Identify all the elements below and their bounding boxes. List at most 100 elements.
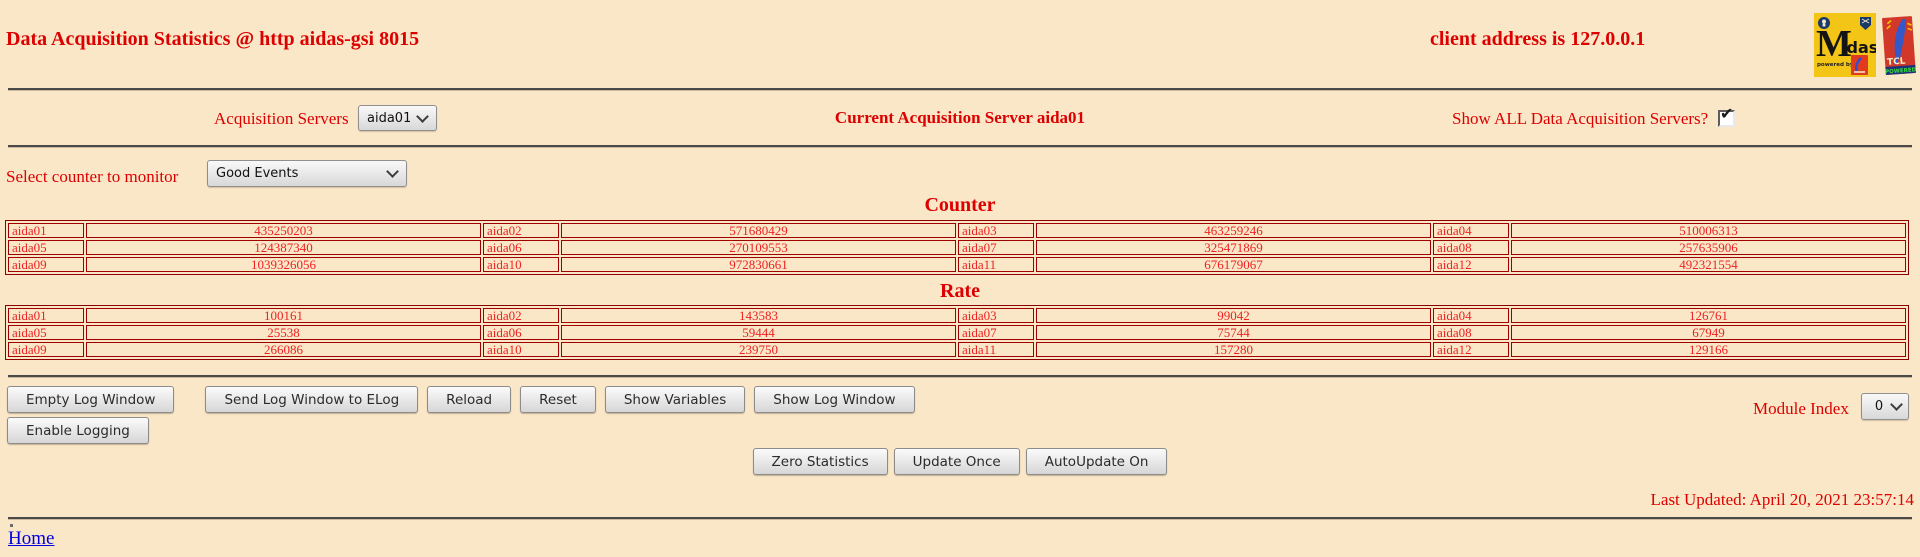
- feather-icon: [1894, 18, 1907, 60]
- table-row: aida09 266086 aida10 239750 aida11 157280 aida…: [8, 342, 1906, 357]
- value-cell: 1039326056: [86, 257, 481, 272]
- value-cell: 25538: [86, 325, 481, 340]
- server-name-cell: aida04: [1433, 308, 1509, 323]
- value-cell: 257635906: [1511, 240, 1906, 255]
- server-name-cell: aida08: [1433, 325, 1509, 340]
- value-cell: 75744: [1036, 325, 1431, 340]
- table-row: aida05 124387340 aida06 270109553 aida07 3254…: [8, 240, 1906, 255]
- divider-counter-select: [8, 145, 1912, 148]
- acquisition-server-select[interactable]: aida01: [358, 105, 437, 131]
- server-name-cell: aida06: [483, 325, 559, 340]
- tcl-powered-logo[interactable]: TCL POWERED: [1882, 14, 1917, 85]
- server-name-cell: aida05: [8, 240, 84, 255]
- log-buttons-row-1: Empty Log Window Send Log Window to ELog R…: [7, 386, 924, 413]
- tcl-logo-image: TCL POWERED: [1882, 16, 1917, 76]
- reset-button[interactable]: Reset: [520, 386, 596, 413]
- current-server-text: Current Acquisition Server aida01: [834, 108, 1086, 127]
- server-name-cell: aida02: [483, 308, 559, 323]
- table-row: aida05 25538 aida06 59444 aida07 75744 aida08 6…: [8, 325, 1906, 340]
- log-buttons-row-2: Enable Logging: [7, 417, 158, 444]
- rate-heading: Rate: [940, 280, 980, 302]
- server-name-cell: aida05: [8, 325, 84, 340]
- value-cell: 157280: [1036, 342, 1431, 357]
- server-name-cell: aida01: [8, 223, 84, 238]
- server-name-cell: aida12: [1433, 257, 1509, 272]
- server-name-cell: aida07: [958, 240, 1034, 255]
- server-name-cell: aida03: [958, 223, 1034, 238]
- home-link[interactable]: Home: [8, 528, 55, 549]
- value-cell: 492321554: [1511, 257, 1906, 272]
- svg-text:M: M: [1816, 23, 1852, 65]
- midas-logo-image: M idas powered by: [1814, 13, 1878, 77]
- counter-table: aida01 435250203 aida02 571680429 aida03 4632…: [5, 220, 1909, 275]
- empty-log-window-button[interactable]: Empty Log Window: [7, 386, 175, 413]
- chevron-down-icon: [386, 165, 399, 178]
- table-row: aida01 100161 aida02 143583 aida03 99042 aida0…: [8, 308, 1906, 323]
- counter-monitor-select[interactable]: Good Events: [207, 160, 407, 187]
- module-index-selected-value: 0: [1874, 399, 1884, 414]
- counter-heading: Counter: [924, 194, 996, 216]
- shield-badge-icon: [1860, 17, 1871, 30]
- value-cell: 571680429: [561, 223, 956, 238]
- show-log-window-button[interactable]: Show Log Window: [754, 386, 915, 413]
- chevron-down-icon: [1890, 398, 1903, 411]
- page-title: Data Acquisition Statistics @ http aidas…: [6, 28, 420, 50]
- send-log-window-to-elog-button[interactable]: Send Log Window to ELog: [205, 386, 419, 413]
- svg-text:TCL: TCL: [1887, 57, 1906, 68]
- value-cell: 100161: [86, 308, 481, 323]
- acquisition-server-selected-value: aida01: [367, 110, 410, 126]
- zero-statistics-button[interactable]: Zero Statistics: [752, 448, 888, 475]
- mini-tcl-icon: [1851, 55, 1868, 75]
- divider-buttons: [8, 375, 1912, 378]
- autoupdate-on-button[interactable]: AutoUpdate On: [1025, 448, 1168, 475]
- module-index-label: Module Index: [1753, 399, 1849, 418]
- value-cell: 972830661: [561, 257, 956, 272]
- module-index-select[interactable]: 0: [1861, 393, 1909, 420]
- value-cell: 59444: [561, 325, 956, 340]
- server-name-cell: aida04: [1433, 223, 1509, 238]
- rate-table: aida01 100161 aida02 143583 aida03 99042 aida0…: [5, 305, 1909, 360]
- value-cell: 676179067: [1036, 257, 1431, 272]
- server-name-cell: aida02: [483, 223, 559, 238]
- svg-text:idas: idas: [1841, 38, 1876, 57]
- server-name-cell: aida09: [8, 257, 84, 272]
- server-name-cell: aida01: [8, 308, 84, 323]
- reload-button[interactable]: Reload: [427, 386, 512, 413]
- server-name-cell: aida06: [483, 240, 559, 255]
- client-address-text: client address is 127.0.0.1: [1430, 28, 1646, 50]
- value-cell: 126761: [1511, 308, 1906, 323]
- server-name-cell: aida03: [958, 308, 1034, 323]
- server-name-cell: aida07: [958, 325, 1034, 340]
- svg-text:powered by: powered by: [1817, 62, 1854, 68]
- value-cell: 463259246: [1036, 223, 1431, 238]
- value-cell: 510006313: [1511, 223, 1906, 238]
- divider-top: [8, 88, 1912, 91]
- show-all-servers-checkbox[interactable]: ✔: [1718, 106, 1735, 127]
- svg-text:POWERED: POWERED: [1885, 67, 1916, 75]
- show-variables-button[interactable]: Show Variables: [604, 386, 746, 413]
- server-name-cell: aida08: [1433, 240, 1509, 255]
- last-updated-text: Last Updated: April 20, 2021 23:57:14: [1650, 490, 1914, 509]
- table-row: aida01 435250203 aida02 571680429 aida03 4632…: [8, 223, 1906, 238]
- counter-monitor-selected-value: Good Events: [216, 166, 299, 181]
- server-name-cell: aida10: [483, 257, 559, 272]
- acquisition-servers-label: Acquisition Servers: [214, 109, 349, 128]
- value-cell: 99042: [1036, 308, 1431, 323]
- server-name-cell: aida09: [8, 342, 84, 357]
- value-cell: 143583: [561, 308, 956, 323]
- value-cell: 129166: [1511, 342, 1906, 357]
- value-cell: 270109553: [561, 240, 956, 255]
- select-counter-label: Select counter to monitor: [6, 167, 179, 186]
- value-cell: 435250203: [86, 223, 481, 238]
- value-cell: 266086: [86, 342, 481, 357]
- divider-footer: [8, 517, 1912, 520]
- value-cell: 239750: [561, 342, 956, 357]
- server-name-cell: aida11: [958, 257, 1034, 272]
- show-all-servers-label: Show ALL Data Acquisition Servers?: [1452, 109, 1709, 128]
- artifact-dot: [10, 524, 13, 527]
- value-cell: 124387340: [86, 240, 481, 255]
- server-name-cell: aida12: [1433, 342, 1509, 357]
- update-once-button[interactable]: Update Once: [893, 448, 1020, 475]
- midas-logo[interactable]: M idas powered by: [1814, 13, 1878, 82]
- enable-logging-button[interactable]: Enable Logging: [7, 417, 149, 444]
